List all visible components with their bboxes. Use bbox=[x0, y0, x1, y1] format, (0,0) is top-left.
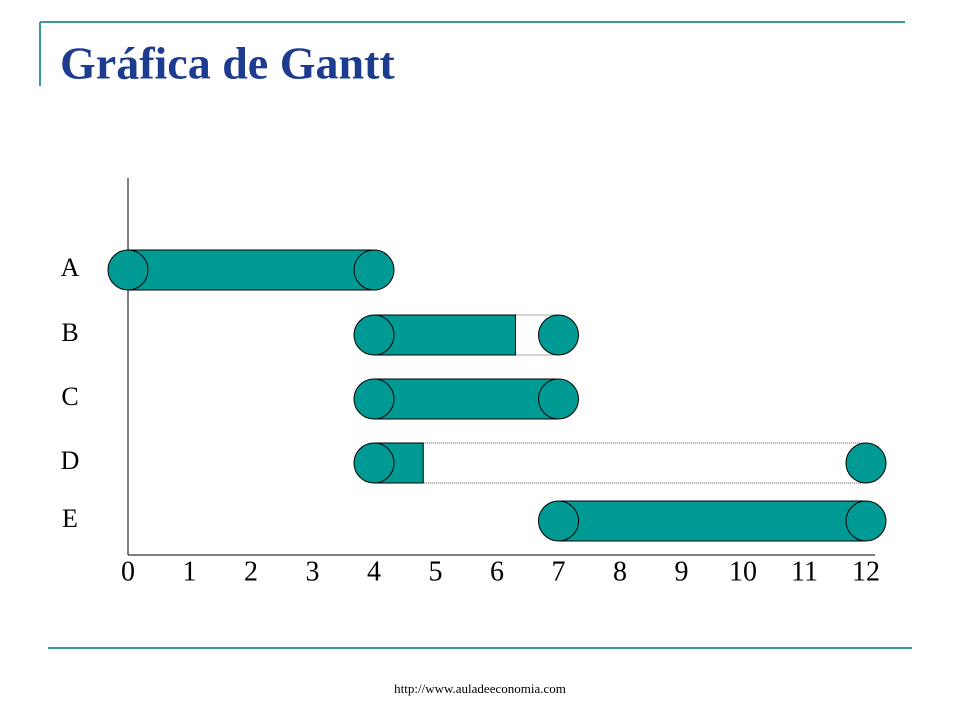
bar bbox=[373, 314, 516, 356]
x-tick-label: 8 bbox=[613, 556, 627, 587]
x-tick-label: 1 bbox=[183, 556, 197, 587]
task-label: B bbox=[61, 318, 78, 347]
task-label: D bbox=[61, 446, 80, 475]
bar bbox=[127, 249, 375, 291]
x-tick-label: 3 bbox=[306, 556, 320, 587]
x-tick-label: 12 bbox=[852, 556, 880, 587]
x-tick-label: 11 bbox=[791, 556, 818, 587]
slack bbox=[422, 442, 867, 484]
task-label: E bbox=[62, 504, 78, 533]
x-tick-label: 4 bbox=[367, 556, 381, 587]
start-node bbox=[353, 378, 395, 420]
end-node bbox=[845, 442, 887, 484]
chart-title: Gráfica de Gantt bbox=[60, 38, 395, 89]
start-node bbox=[538, 500, 579, 542]
end-node bbox=[845, 500, 887, 542]
bar bbox=[373, 378, 559, 420]
task-label: C bbox=[61, 382, 78, 411]
x-tick-label: 9 bbox=[675, 556, 689, 587]
footer-url: http://www.auladeeconomia.com bbox=[394, 681, 566, 696]
end-node bbox=[538, 378, 579, 420]
x-tick-label: 5 bbox=[429, 556, 443, 587]
x-tick-label: 0 bbox=[121, 556, 135, 587]
x-tick-label: 2 bbox=[244, 556, 258, 587]
start-node bbox=[353, 442, 395, 484]
bar bbox=[558, 500, 867, 542]
x-tick-label: 7 bbox=[552, 556, 566, 587]
task-label: A bbox=[61, 253, 80, 282]
start-node bbox=[107, 249, 149, 291]
x-tick-label: 6 bbox=[490, 556, 504, 587]
start-node bbox=[353, 314, 395, 356]
x-tick-label: 10 bbox=[729, 556, 757, 587]
end-node bbox=[353, 249, 395, 291]
end-node bbox=[538, 314, 579, 356]
